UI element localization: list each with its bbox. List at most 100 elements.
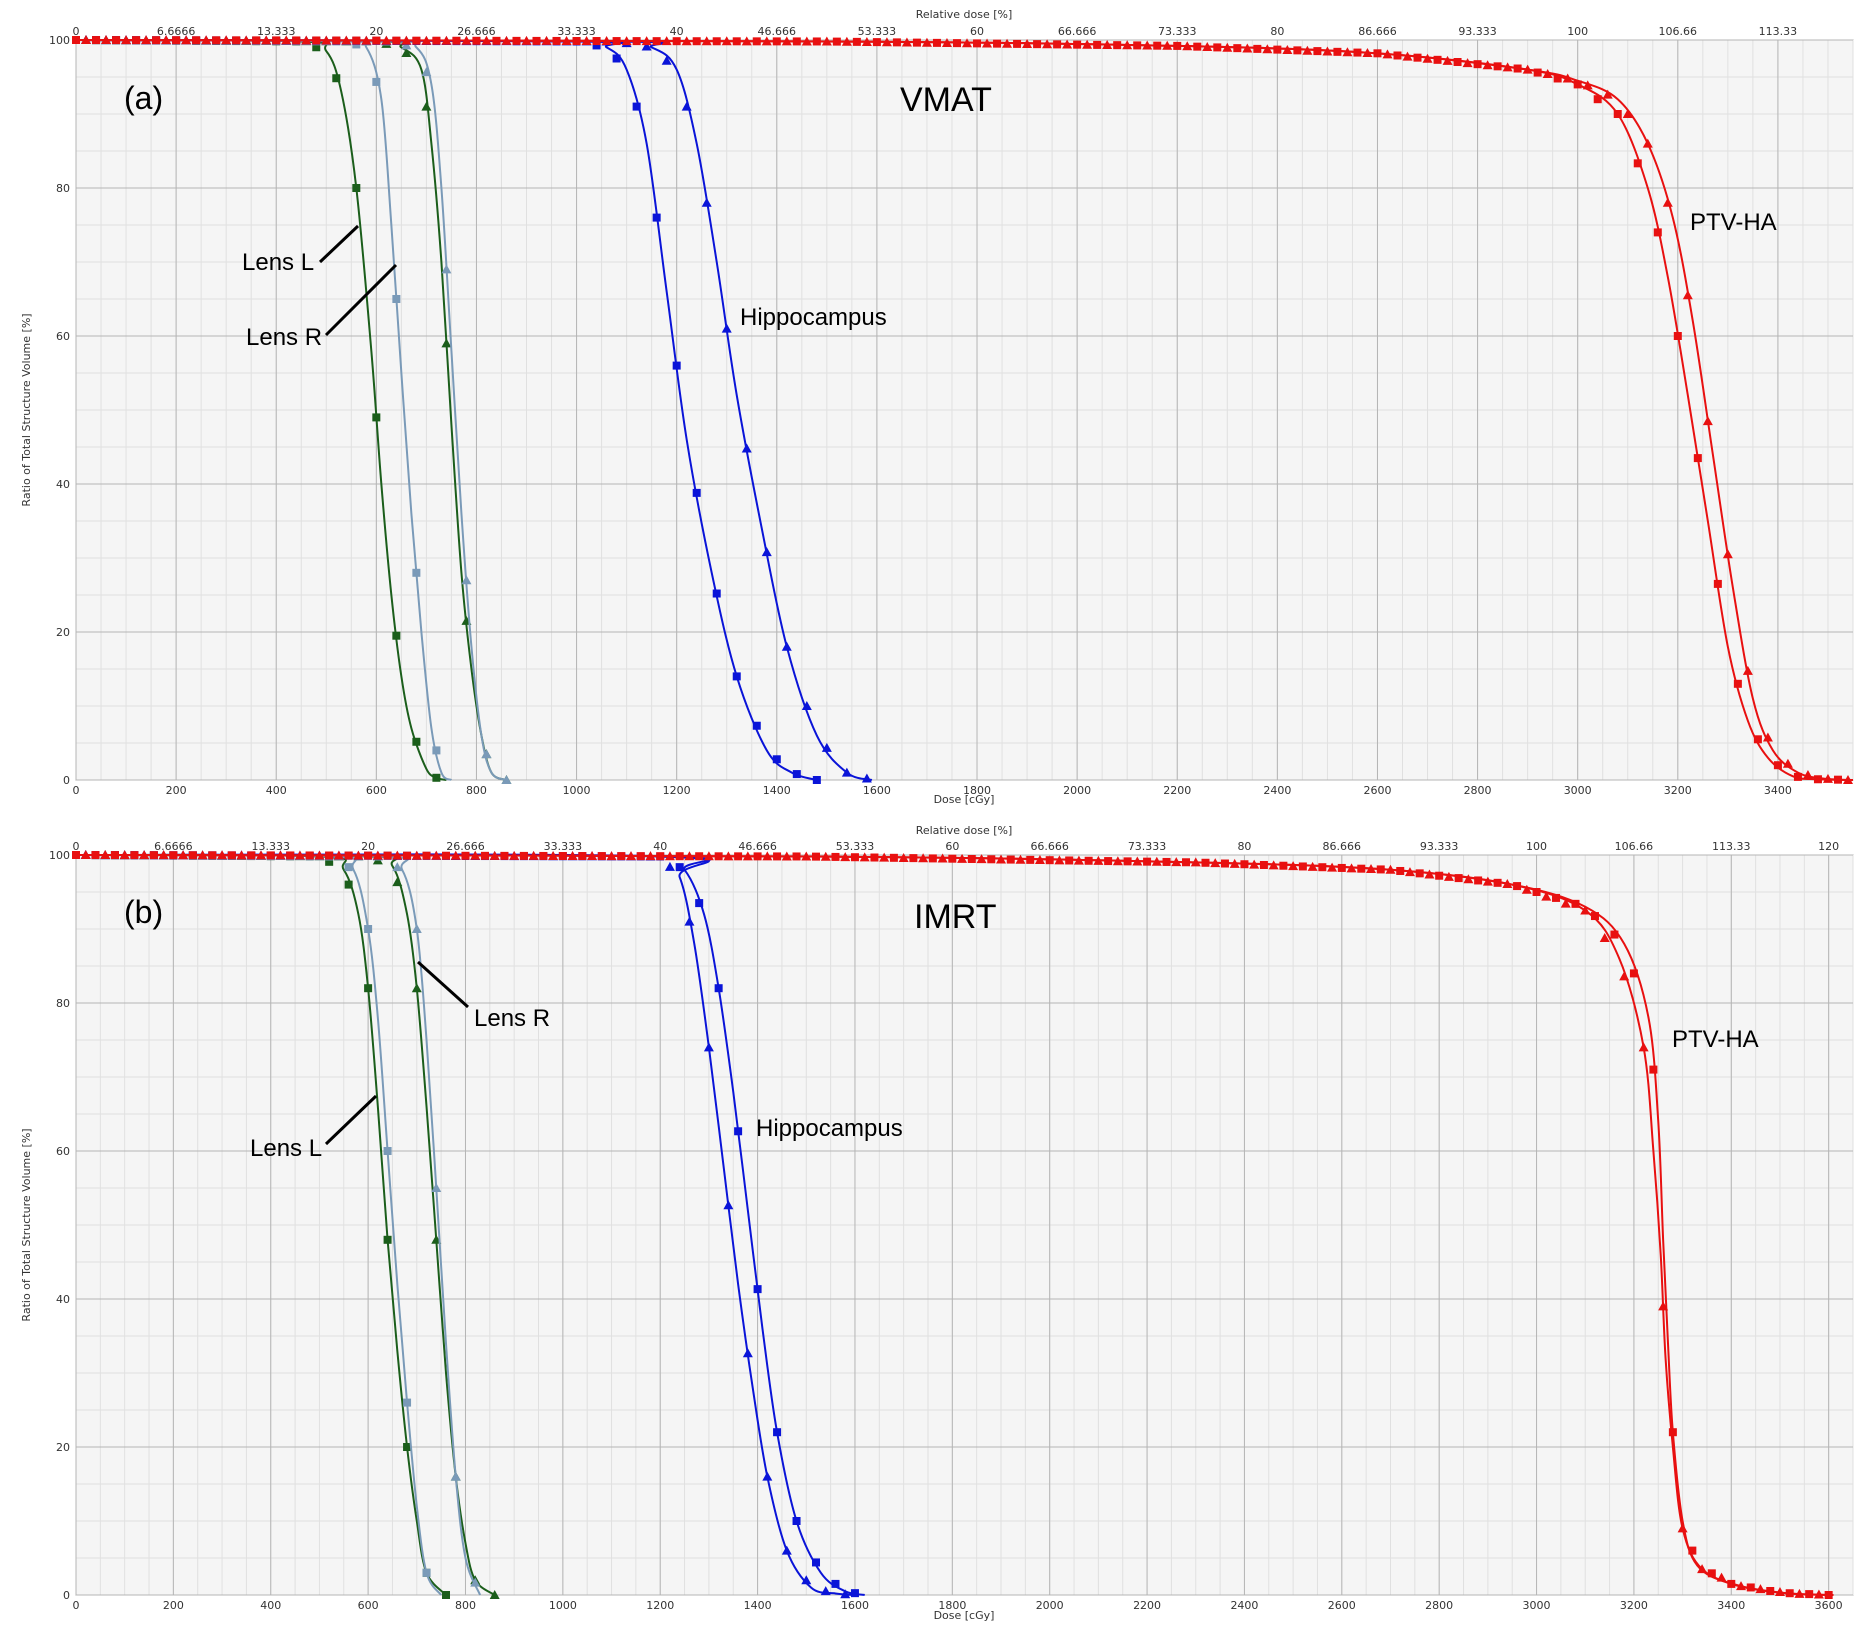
panel-b-marker-triangle: [1404, 867, 1415, 877]
panel-a-grid: [75, 39, 1854, 781]
panel-b-marker-triangle: [587, 851, 598, 861]
panel-a-marker-triangle: [1722, 549, 1733, 559]
panel-b-marker-triangle: [1229, 858, 1240, 868]
panel-b-marker-triangle: [781, 851, 792, 861]
panel-a-marker-triangle: [1182, 41, 1193, 51]
panel-a-marker-triangle: [161, 35, 172, 45]
panel-b-marker-triangle: [1502, 879, 1513, 889]
panel-a-marker-square: [732, 672, 741, 681]
panel-b-x2-tick-label: 40: [653, 840, 667, 853]
panel-b-x2-tick-label: 80: [1237, 840, 1251, 853]
panel-a-x2-tick-label: 13.333: [257, 25, 296, 38]
panel-b-x2-tick-label: 106.66: [1615, 840, 1654, 853]
panel-b-marker-triangle: [1210, 858, 1221, 868]
panel-a-marker-triangle: [441, 264, 452, 274]
panel-b-x2-tick-label: 6.6666: [154, 840, 193, 853]
panel-a-marker-square: [632, 102, 641, 111]
panel-a-marker-triangle: [841, 767, 852, 777]
panel-a-x-tick-label: 1000: [563, 784, 591, 797]
panel-a-marker-square: [1773, 761, 1782, 770]
panel-b-marker-triangle: [1541, 891, 1552, 901]
panel-b-x-tick-label: 800: [455, 1599, 476, 1612]
panel-b-series-line: [75, 854, 1834, 1596]
panel-b-label: (b): [124, 894, 163, 930]
panel-a-marker-triangle: [1582, 80, 1593, 90]
panel-a-marker-square: [1453, 58, 1462, 67]
panel-b-marker-triangle: [256, 850, 267, 860]
panel-a-marker-triangle: [1142, 40, 1153, 50]
panel-b-x-tick-label: 0: [73, 1599, 80, 1612]
panel-a-marker-triangle: [1602, 89, 1613, 99]
panel-a-marker-triangle: [281, 35, 292, 45]
panel-b-x2-tick-label: 60: [945, 840, 959, 853]
panel-b-x-tick-label: 1200: [646, 1599, 674, 1612]
panel-a-marker-triangle: [621, 36, 632, 46]
panel-b-marker-triangle: [1658, 1301, 1669, 1311]
panel-a-marker-triangle: [121, 35, 132, 45]
panel-a-marker-square: [1753, 735, 1762, 744]
panel-b-marker-triangle: [1307, 861, 1318, 871]
panel-a-y-axis-title: Ratio of Total Structure Volume [%]: [20, 313, 33, 506]
panel-a-marker-triangle: [761, 36, 772, 46]
panel-a-marker-triangle: [1002, 38, 1013, 48]
panel-a-marker-square: [592, 41, 601, 50]
panel-b-marker-triangle: [664, 861, 675, 871]
panel-a-series-ptv-ha-triangle: [75, 35, 1853, 784]
panel-b-marker-square: [383, 1235, 392, 1244]
panel-b-marker-square: [1435, 871, 1444, 880]
panel-a-marker-square: [1693, 454, 1702, 463]
panel-b-x-tick-label: 400: [260, 1599, 281, 1612]
panel-b-marker-triangle: [489, 1590, 500, 1599]
panel-a-marker-square: [332, 74, 341, 83]
panel-b-marker-triangle: [450, 1471, 461, 1481]
panel-a-series: [72, 35, 1854, 784]
panel-b-mode-label: IMRT: [914, 898, 996, 936]
panel-a-x2-axis-title: Relative dose [%]: [916, 8, 1013, 21]
panel-a-marker-square: [1573, 80, 1582, 89]
panel-b-marker-triangle: [1580, 905, 1591, 915]
panel-b-marker-triangle: [742, 851, 753, 861]
panel-b-x-tick-label: 2200: [1133, 1599, 1161, 1612]
panel-a-x-tick-label: 1400: [763, 784, 791, 797]
panel-a-x2-tick-label: 33.333: [557, 25, 596, 38]
panel-b-x2-tick-label: 13.333: [251, 840, 290, 853]
panel-b-x2-tick-label: 46.666: [738, 840, 777, 853]
panel-b-marker-triangle: [1249, 859, 1260, 869]
panel-a-marker-triangle: [681, 101, 692, 111]
panel-a-marker-triangle: [1082, 39, 1093, 49]
panel-b-y-tick-label: 40: [56, 1293, 70, 1306]
panel-a-marker-triangle: [521, 35, 532, 45]
panel-a-marker-triangle: [461, 35, 472, 45]
panel-a-marker-square: [392, 295, 401, 303]
panel-b-marker-triangle: [1443, 871, 1454, 881]
panel-b-x-axis-title: Dose [cGy]: [934, 1609, 995, 1622]
panel-a-annotation-ptv-ha: PTV-HA: [1690, 209, 1777, 236]
panel-b-marker-triangle: [1697, 1564, 1708, 1574]
panel-a-x2-tick-label: 46.666: [758, 25, 797, 38]
panel-a-x2-tick-label: 73.333: [1158, 25, 1197, 38]
panel-b-marker-square: [675, 863, 684, 872]
panel-a-marker-triangle: [901, 37, 912, 47]
panel-a-marker-square: [412, 737, 421, 746]
panel-b-imrt: 002006.666640013.3336002080026.666100033…: [20, 824, 1854, 1622]
panel-a-x2-tick-label: 93.333: [1458, 25, 1497, 38]
panel-a-x-axis-title: Dose [cGy]: [934, 793, 995, 806]
panel-b-marker-triangle: [742, 1348, 753, 1358]
panel-a-marker-triangle: [701, 36, 712, 46]
panel-b-marker-triangle: [1034, 855, 1045, 865]
panel-a-marker-triangle: [181, 35, 192, 45]
panel-b-marker-triangle: [1619, 971, 1630, 981]
panel-a-marker-triangle: [381, 35, 392, 45]
panel-b-y-tick-label: 60: [56, 1145, 70, 1158]
panel-a-y-tick-label: 60: [56, 330, 70, 343]
panel-b-series-ptv-ha-triangle: [75, 850, 1834, 1599]
panel-a-marker-square: [372, 413, 381, 422]
panel-a-marker-triangle: [501, 35, 512, 45]
panel-a-marker-triangle: [441, 338, 452, 348]
panel-b-marker-triangle: [528, 850, 539, 860]
panel-b-annotation-lens-r: Lens R: [474, 1005, 550, 1032]
panel-a-marker-triangle: [641, 41, 652, 51]
panel-b-x-tick-label: 1000: [549, 1599, 577, 1612]
panel-b-marker-square: [1552, 893, 1561, 902]
